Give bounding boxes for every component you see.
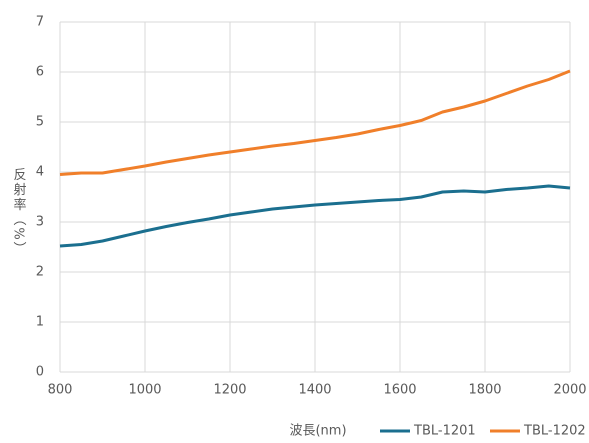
- y-tick-label: 4: [36, 165, 44, 180]
- x-tick-label: 1000: [128, 383, 161, 398]
- data-line: [59, 184, 571, 248]
- x-axis-label: 波長(nm): [289, 424, 346, 439]
- data-line: [59, 69, 571, 176]
- y-tick-label: 3: [36, 215, 44, 230]
- legend-label: TBL-1202: [523, 424, 586, 439]
- y-tick-label: 6: [36, 65, 44, 80]
- y-tick-label: 5: [36, 115, 44, 130]
- x-tick-label: 800: [48, 383, 73, 398]
- legend-label: TBL-1201: [413, 424, 476, 439]
- y-tick-label: 1: [36, 315, 44, 330]
- y-tick-label: 0: [36, 365, 44, 380]
- x-tick-label: 1800: [468, 383, 501, 398]
- x-tick-label: 2000: [553, 383, 586, 398]
- y-axis-label: 反射率（%）: [11, 167, 27, 256]
- y-tick-label: 7: [36, 15, 44, 30]
- y-tick-label: 2: [36, 265, 44, 280]
- x-tick-label: 1200: [213, 383, 246, 398]
- x-tick-label: 1400: [298, 383, 331, 398]
- x-tick-label: 1600: [383, 383, 416, 398]
